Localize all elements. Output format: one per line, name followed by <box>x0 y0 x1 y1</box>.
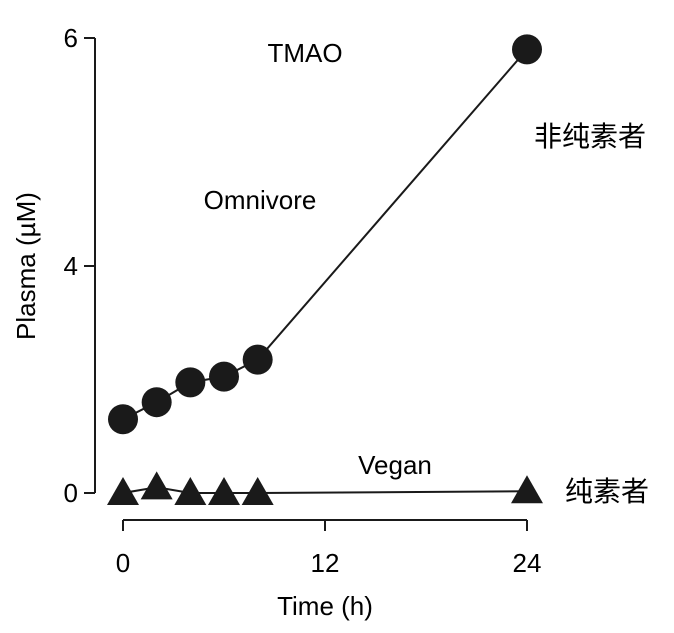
data-point-triangle <box>174 477 207 505</box>
data-point-circle <box>175 367 206 398</box>
data-point-circle <box>108 404 138 435</box>
series-label-omnivore: Omnivore <box>204 185 317 215</box>
annotation-vegan-cn: 纯素者 <box>565 475 649 508</box>
data-point-triangle <box>140 471 173 500</box>
x-tick-label: 12 <box>311 548 340 578</box>
data-point-triangle <box>511 475 543 504</box>
y-tick-label: 6 <box>64 23 78 53</box>
series-label-vegan: Vegan <box>358 450 432 480</box>
data-point-triangle <box>208 477 240 505</box>
data-point-circle <box>512 34 542 65</box>
data-point-circle <box>209 361 239 392</box>
y-tick-label: 0 <box>64 478 78 508</box>
annotation-omnivore-cn: 非纯素者 <box>534 120 646 153</box>
series-line-omnivore <box>122 48 528 421</box>
data-point-triangle <box>107 477 139 505</box>
y-axis-label: Plasma (µM) <box>11 192 41 340</box>
x-tick-label: 0 <box>116 548 130 578</box>
data-point-triangle <box>241 477 274 505</box>
data-point-circle <box>141 387 172 418</box>
y-tick-label: 4 <box>64 251 78 281</box>
data-point-circle <box>242 344 273 375</box>
x-axis-label: Time (h) <box>277 591 373 621</box>
chart-title: TMAO <box>267 38 342 68</box>
x-tick-label: 24 <box>513 548 542 578</box>
